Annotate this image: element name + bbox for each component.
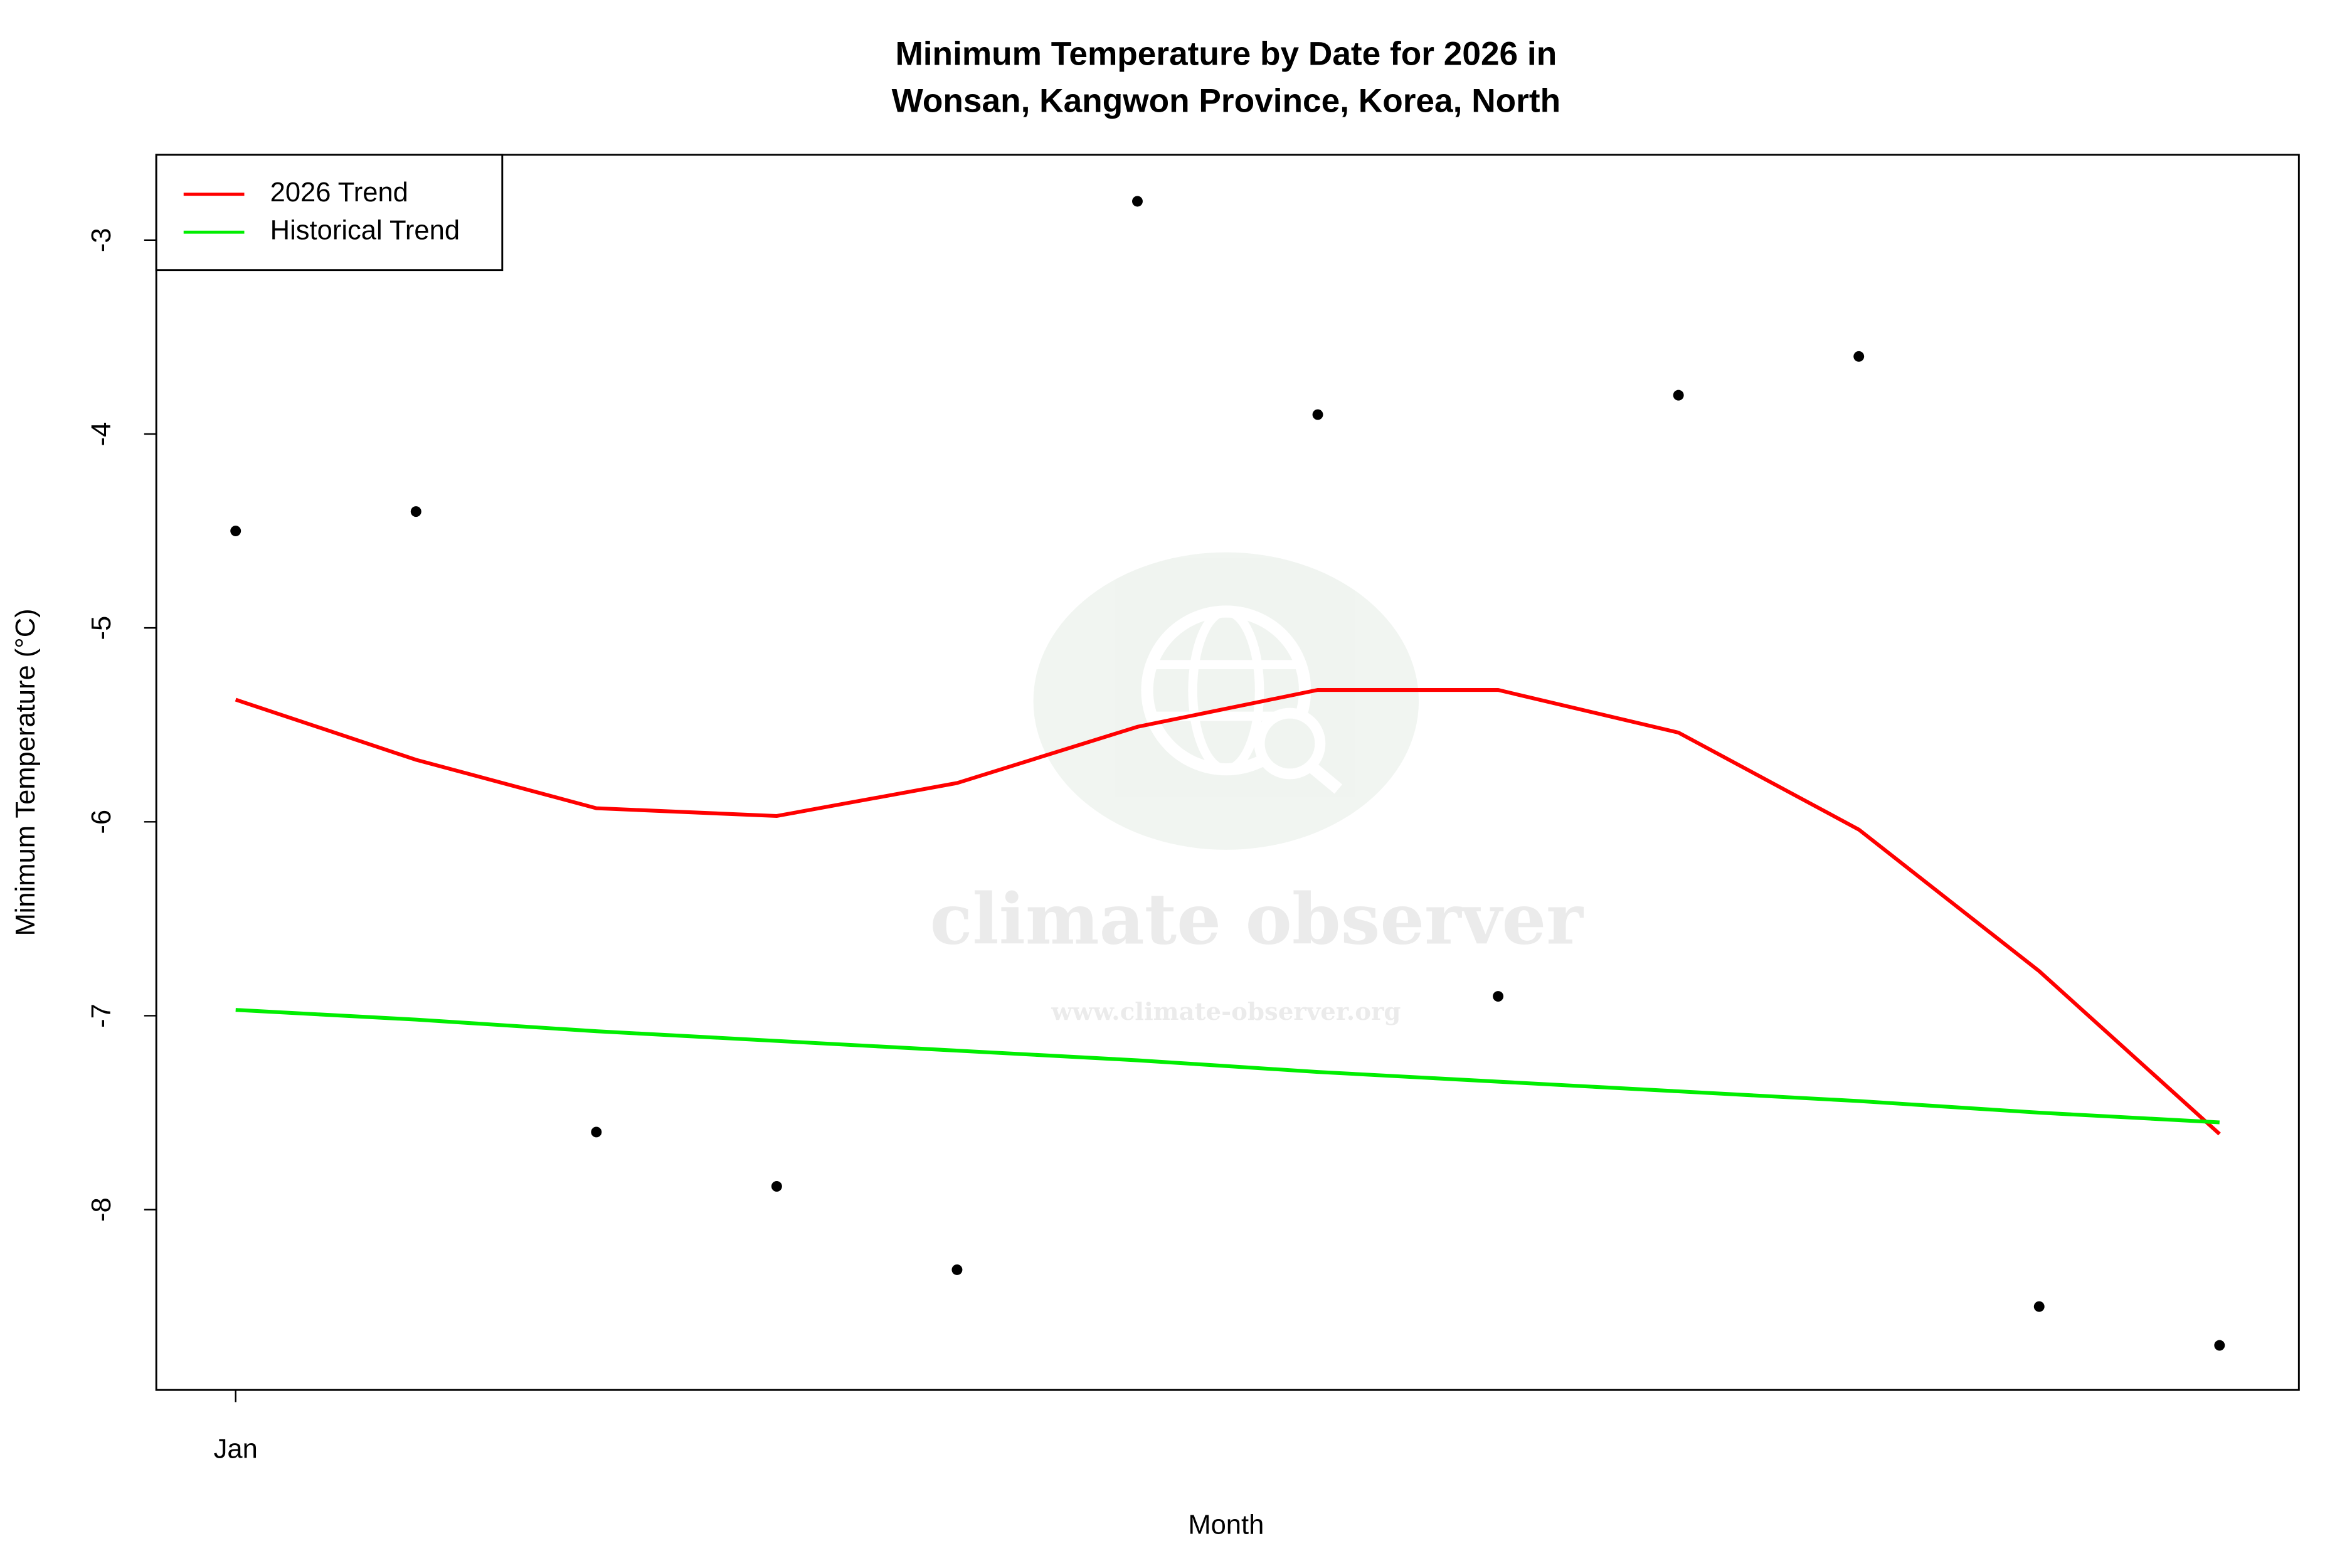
data-point — [1493, 991, 1504, 1002]
data-point — [591, 1126, 602, 1138]
trend-line — [235, 688, 2221, 1136]
x-tick-label: Jan — [214, 1434, 258, 1464]
watermark-badge — [1033, 552, 1419, 850]
chart-title: Wonsan, Kangwon Province, Korea, North — [892, 83, 1560, 120]
chart-title: Minimum Temperature by Date for 2026 in — [895, 36, 1557, 73]
y-tick-label: -3 — [87, 228, 117, 252]
legend-label: 2026 Trend — [270, 177, 408, 208]
x-axis-label: Month — [1188, 1510, 1264, 1540]
data-point — [410, 506, 421, 517]
watermark-text: climate observer — [930, 879, 1584, 961]
legend-box — [155, 154, 504, 272]
data-point — [230, 526, 241, 537]
data-point — [1673, 389, 1684, 401]
data-point — [1312, 409, 1323, 420]
legend-label: Historical Trend — [270, 216, 460, 246]
data-point — [771, 1181, 782, 1192]
data-point — [2033, 1301, 2045, 1312]
watermark-globe — [1188, 607, 1264, 774]
y-tick-label: -5 — [87, 616, 117, 640]
watermark: climate observer www.climate-observer.or… — [930, 552, 1584, 1026]
y-tick-label: -7 — [87, 1004, 117, 1028]
watermark-lens — [1254, 707, 1326, 780]
watermark-lens — [1307, 761, 1343, 794]
y-tick-label: -6 — [87, 810, 117, 834]
data-point — [951, 1264, 963, 1275]
y-axis-label: Minimum Temperature (°C) — [11, 608, 41, 936]
data-point — [1853, 351, 1865, 362]
trend-line — [235, 1008, 2220, 1125]
data-point — [1132, 196, 1143, 207]
watermark-url: www.climate-observer.org — [1051, 998, 1401, 1026]
plot-frame — [155, 154, 2300, 1391]
y-tick-label: -4 — [87, 422, 117, 447]
y-tick-label: -8 — [87, 1197, 117, 1222]
data-point — [2214, 1340, 2225, 1351]
